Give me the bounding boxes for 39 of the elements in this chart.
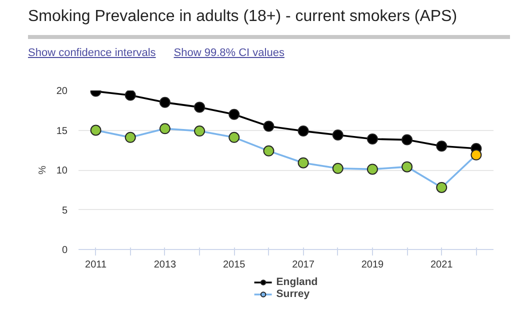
point [298,157,309,168]
point [332,162,344,174]
point [124,90,136,101]
y-tick-label: 10 [56,166,68,176]
point [263,120,274,132]
x-tick-label: 2015 [223,260,246,270]
point [470,149,482,160]
x-tick-label: 2021 [430,260,454,270]
point [159,123,170,134]
text: Show 99.8% CI values [174,47,284,59]
point [124,132,136,143]
legend-label: Surrey [276,288,310,300]
text: Show confidence intervals [28,47,156,59]
x-tick-label: 2013 [154,260,177,270]
legend-label: England [276,276,318,288]
point [194,126,206,137]
x-tick-label: 2017 [292,260,315,270]
point [159,96,170,108]
point [366,164,378,175]
y-tick-label: 15 [56,126,68,137]
point [90,124,102,136]
y-axis-title: % [37,165,48,174]
point [194,102,206,113]
x-tick-label: 2011 [85,260,107,270]
x-tick-label: 2019 [361,260,384,270]
point [436,182,448,193]
point [298,126,309,137]
point [402,161,413,172]
y-tick-label: 0 [62,245,68,256]
point [402,134,413,146]
point [263,145,274,156]
point [436,140,448,152]
point [228,132,240,143]
point [228,108,240,120]
chart-title: Smoking Prevalence in adults (18+) - current smokers (APS) [28,6,510,39]
y-tick-label: 5 [62,205,68,216]
y-tick-label: 20 [56,86,68,97]
point [332,130,344,141]
point [366,134,378,144]
